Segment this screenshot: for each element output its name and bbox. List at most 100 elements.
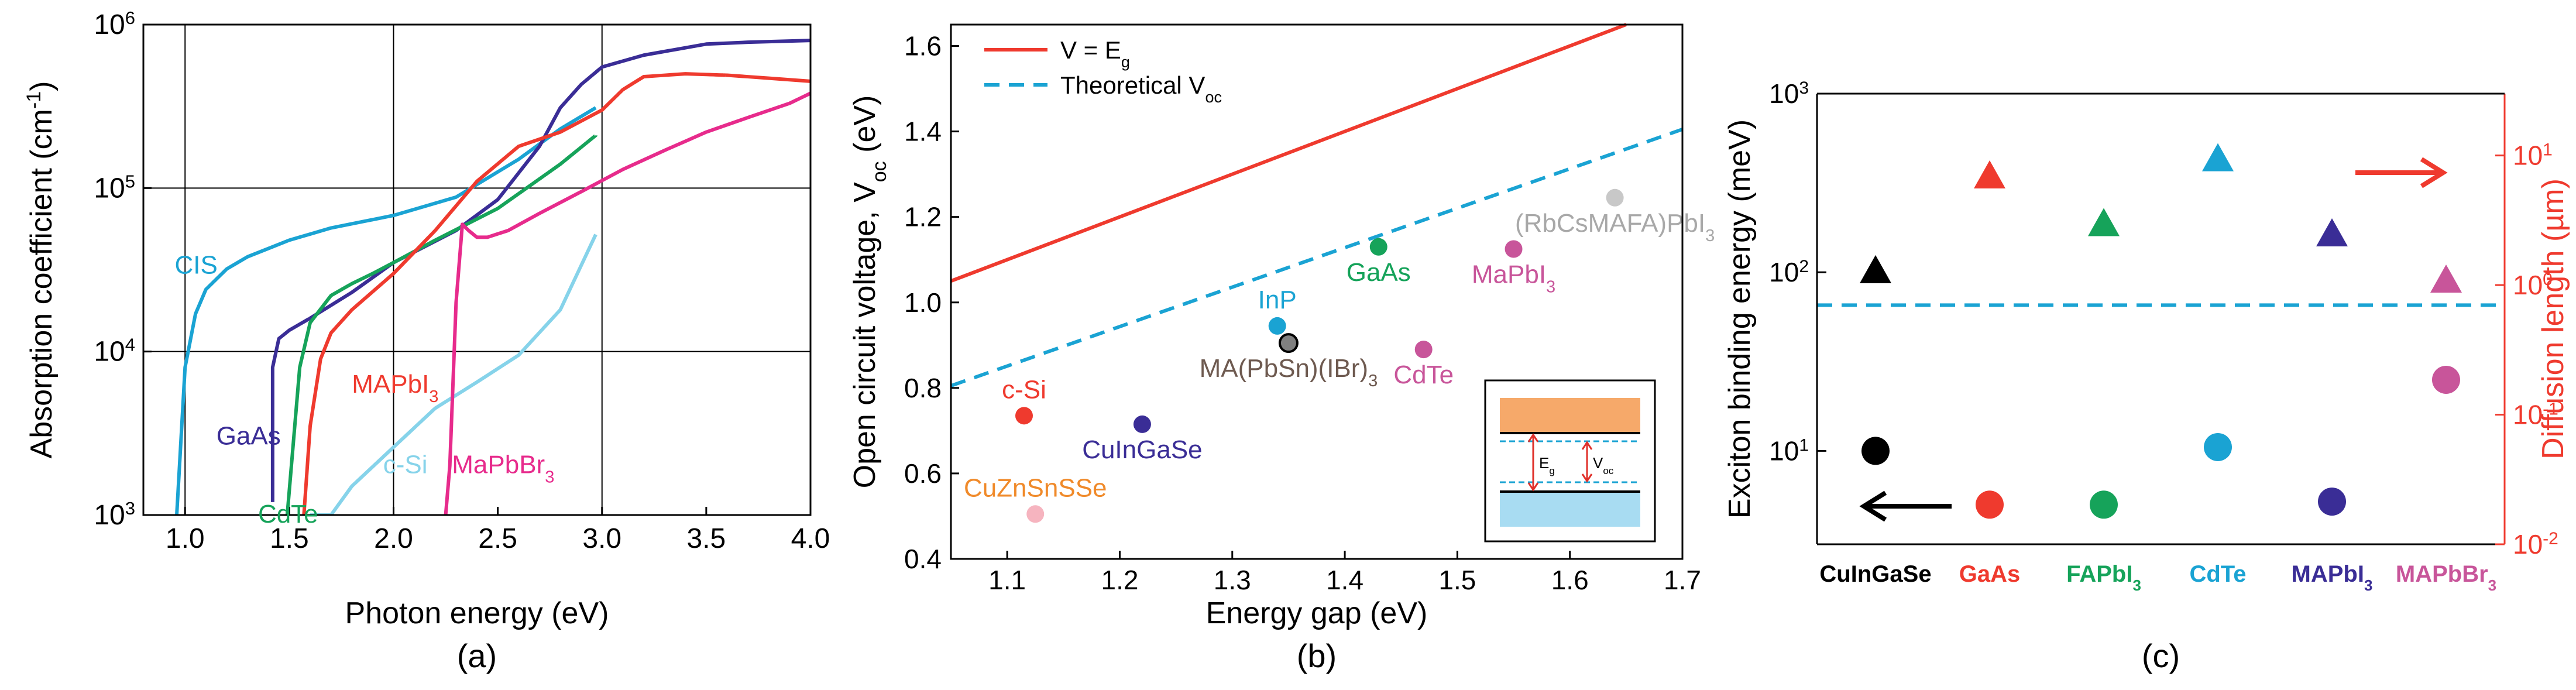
panel-a-x-tick-label: 4.0 bbox=[791, 523, 830, 554]
point-label-cdte-base: CdTe bbox=[1393, 361, 1454, 389]
panel-b-y-tick-label: 1.4 bbox=[904, 116, 942, 147]
series-curve-mapbbr3 bbox=[444, 91, 810, 515]
point-label-inp-base: InP bbox=[1258, 286, 1297, 314]
point-mapbi3 bbox=[1505, 240, 1523, 258]
panel-a-y-axis-label-sup: -1 bbox=[23, 91, 45, 109]
panel-c-right-tick-label-super: -2 bbox=[2543, 529, 2558, 548]
series-label-cdte: CdTe bbox=[258, 500, 318, 528]
inset-voc-label: Voc bbox=[1593, 454, 1614, 476]
inset-eg-label-sub: g bbox=[1549, 465, 1554, 476]
panel-c-right-tick-label-base: 10 bbox=[2513, 270, 2543, 300]
panel-b-y-axis-label-sub: oc bbox=[868, 161, 891, 182]
exciton-point-fapbi3 bbox=[2090, 490, 2118, 519]
panel-b-lines bbox=[950, 23, 1683, 388]
series-label-cis-base: CIS bbox=[174, 250, 217, 279]
series-label-mapbbr3-base: MaPbBr bbox=[452, 451, 545, 479]
panel-a-y-tick-label: 104 bbox=[94, 334, 135, 368]
point-label-ma-pbsn-ibr-3-base: MA(PbSn)(IBr) bbox=[1200, 354, 1368, 383]
point-label-cuznsnsse: CuZnSnSSe bbox=[964, 473, 1107, 502]
series-curve-cdte bbox=[285, 133, 597, 515]
legend-label-v-eg-sub: g bbox=[1121, 53, 1130, 71]
panel-a-y-tick-label-super: 5 bbox=[125, 171, 135, 191]
category-label-gaas-base: GaAs bbox=[1959, 561, 2021, 587]
panel-c-right-tick-label-super: 1 bbox=[2543, 140, 2553, 159]
panel-a-x-tick-label: 3.0 bbox=[582, 523, 621, 554]
panel-b-y-tick-label: 0.6 bbox=[904, 458, 942, 489]
diffusion-point-gaas bbox=[1974, 160, 2005, 188]
panel-b-y-tick-label: 0.4 bbox=[904, 544, 942, 574]
panel-c-right-tick-label: 101 bbox=[2513, 140, 2553, 171]
legend-label-theoretical-voc-base: Theoretical V bbox=[1060, 71, 1205, 99]
panel-b-ticks: 1.1 1.2 1.3 1.4 1.5 1.6 1.7 0.4 0.6 0.8 1.0 1.2 1.4 1… bbox=[904, 31, 1701, 595]
point-ma-pbsn-ibr-3 bbox=[1278, 333, 1299, 353]
panel-b-x-tick-label: 1.3 bbox=[1214, 565, 1251, 595]
panel-a-label: (a) bbox=[457, 637, 497, 674]
point-cdte bbox=[1414, 341, 1433, 359]
legend-label-theoretical-voc: Theoretical Voc bbox=[1060, 71, 1222, 106]
series-label-cdte-base: CdTe bbox=[258, 500, 318, 528]
series-label-mapbi3-sub: 3 bbox=[429, 387, 438, 406]
legend-label-theoretical-voc-sub: oc bbox=[1205, 88, 1222, 106]
panel-a-y-tick-label-super: 6 bbox=[125, 8, 135, 28]
point-cuingase bbox=[1133, 415, 1151, 433]
panel-c-right-tick-label-base: 10 bbox=[2513, 140, 2543, 171]
series-label-cis: CIS bbox=[174, 250, 217, 279]
series-label-mapbbr3-sub: 3 bbox=[545, 468, 554, 487]
inset-conduction-band bbox=[1500, 398, 1640, 433]
panel-c-left-tick-label: 101 bbox=[1769, 435, 1809, 466]
panel-b-x-tick-label: 1.5 bbox=[1438, 565, 1476, 595]
left-axis-arrow bbox=[1859, 490, 1952, 522]
panel-a-curves bbox=[175, 39, 810, 515]
panel-c-left-tick-label-super: 1 bbox=[1799, 435, 1809, 455]
panel-c-left-axis-label: Exciton binding energy (meV) bbox=[1723, 119, 1757, 519]
category-label-mapbbr3: MAPbBr3 bbox=[2396, 561, 2496, 594]
point-label-mapbi3: MaPbI3 bbox=[1472, 260, 1555, 296]
point-cuznsnsse bbox=[1026, 505, 1045, 523]
panel-a-x-tick-label: 1.5 bbox=[270, 523, 309, 554]
panel-b-y-axis-label: Open circuit voltage, Voc (eV) bbox=[848, 95, 891, 489]
panel-a-y-axis-label: Absorption coefficient (cm-1) bbox=[23, 81, 59, 459]
panel-a-grid bbox=[143, 25, 810, 515]
inset-eg-label-base: E bbox=[1539, 454, 1549, 472]
series-label-c-si: c-Si bbox=[383, 451, 428, 479]
series-label-mapbi3: MAPbI3 bbox=[352, 370, 438, 406]
series-curve-mapbi3 bbox=[302, 72, 810, 515]
series-curve-cis bbox=[175, 106, 597, 515]
panel-a-x-tick-label: 2.5 bbox=[478, 523, 517, 554]
panel-a-y-tick-label-base: 10 bbox=[94, 500, 125, 531]
panel-b-x-axis-label: Energy gap (eV) bbox=[1206, 596, 1428, 630]
panel-c-categories: CuInGaSe GaAs FAPbI3 CdTe MAPbI3 MAPbBr3 bbox=[1819, 561, 2496, 594]
series-label-c-si-base: c-Si bbox=[383, 451, 428, 479]
panel-a-y-tick-label: 103 bbox=[94, 498, 135, 531]
point-label-rbcsmafa-pbi3-base: (RbCsMAFA)PbI bbox=[1515, 209, 1705, 238]
category-label-cdte: CdTe bbox=[2189, 561, 2246, 587]
series-label-mapbbr3: MaPbBr3 bbox=[452, 451, 554, 487]
panel-c-left-tick-label-base: 10 bbox=[1769, 257, 1799, 287]
panel-c-right-tick-label: 10-1 bbox=[2513, 399, 2558, 430]
category-label-mapbbr3-sub: 3 bbox=[2488, 576, 2496, 594]
panel-a-y-tick-label-super: 3 bbox=[125, 498, 135, 519]
panel-a-y-tick-label-base: 10 bbox=[94, 337, 125, 368]
panel-c-left-tick-label-base: 10 bbox=[1769, 435, 1799, 466]
panel-c-left-tick-label: 102 bbox=[1769, 257, 1809, 288]
inset-valence-band bbox=[1500, 492, 1640, 527]
panel-a-y-tick-label-super: 4 bbox=[125, 334, 135, 355]
point-label-cuznsnsse-base: CuZnSnSSe bbox=[964, 473, 1107, 502]
panel-c-left-tick-label-super: 2 bbox=[1799, 257, 1809, 276]
panel-b-label: (b) bbox=[1297, 637, 1337, 674]
panel-b-y-axis-label-end: (eV) bbox=[848, 95, 882, 162]
point-rbcsmafa-pbi3 bbox=[1606, 188, 1624, 207]
exciton-point-mapbi3 bbox=[2318, 488, 2346, 516]
series-curve-gaas bbox=[270, 39, 810, 502]
panel-a-x-tick-label: 3.5 bbox=[687, 523, 726, 554]
panel-c-marks bbox=[1817, 143, 2505, 519]
panel-c-right-tick-label: 10-2 bbox=[2513, 529, 2558, 560]
panel-a-y-tick-label-base: 10 bbox=[94, 173, 125, 204]
panel-a-frame bbox=[142, 23, 812, 516]
point-label-cuingase-base: CuInGaSe bbox=[1082, 435, 1202, 464]
inset-eg-arrow bbox=[1527, 433, 1539, 492]
category-label-fapbi3: FAPbI3 bbox=[2066, 561, 2141, 594]
